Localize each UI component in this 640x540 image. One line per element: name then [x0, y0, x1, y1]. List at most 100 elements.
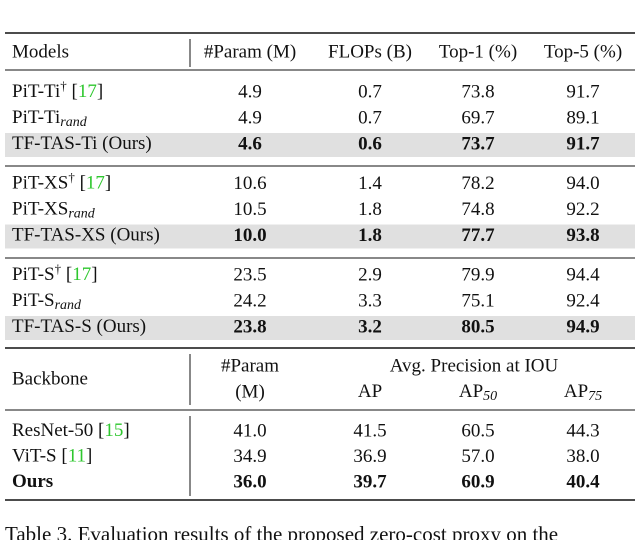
- text-segment: 17: [86, 173, 105, 194]
- cell: 73.7: [461, 133, 495, 154]
- cell: 1.4: [358, 173, 382, 194]
- cell: 0.7: [358, 81, 382, 102]
- cell: 92.4: [566, 290, 600, 311]
- model-name: ViT-S [11]: [12, 446, 92, 467]
- model-name: PiT-Tirand: [12, 107, 88, 130]
- cell: 74.8: [461, 199, 494, 220]
- caption: Table 3. Evaluation results of the propo…: [5, 522, 558, 540]
- text-segment: Ours: [12, 471, 53, 492]
- cell: 2.9: [358, 264, 382, 285]
- cell: 10.5: [233, 199, 266, 220]
- cell: 34.9: [233, 446, 266, 467]
- model-name: PiT-XS† [17]: [12, 170, 111, 194]
- cell: 93.8: [566, 225, 599, 246]
- row-shade: [5, 133, 635, 157]
- cell: 94.0: [566, 173, 599, 194]
- text-segment: TF-TAS-XS (Ours): [12, 225, 160, 246]
- cell: 94.4: [566, 264, 600, 285]
- cell: 0.6: [358, 133, 382, 154]
- text-segment: ]: [97, 81, 103, 102]
- text-segment: PiT-S: [12, 290, 55, 311]
- column-header: Top-5 (%): [544, 41, 622, 62]
- cell: 89.1: [566, 107, 599, 128]
- cell: 36.9: [353, 446, 386, 467]
- column-header: AP50: [459, 381, 497, 404]
- text-segment: [: [67, 81, 78, 102]
- cell: 91.7: [566, 81, 599, 102]
- column-header: FLOPs (B): [328, 41, 412, 62]
- model-name: TF-TAS-Ti (Ours): [12, 133, 152, 154]
- text-segment: AP: [564, 381, 588, 402]
- cell: 23.8: [233, 316, 266, 337]
- cell: 0.7: [358, 107, 382, 128]
- cell: 23.5: [233, 264, 266, 285]
- text-segment: †: [55, 261, 62, 276]
- column-header: #Param (M): [204, 41, 296, 62]
- column-header: (M): [235, 381, 265, 402]
- model-name: PiT-S† [17]: [12, 261, 98, 285]
- text-segment: 15: [104, 420, 123, 441]
- cell: 10.0: [233, 225, 266, 246]
- cell: 44.3: [566, 420, 599, 441]
- cell: 1.8: [358, 199, 382, 220]
- text-segment: 17: [78, 81, 97, 102]
- cell: 4.6: [238, 133, 262, 154]
- cell: 3.3: [358, 290, 382, 311]
- column-header: AP: [358, 381, 382, 402]
- text-segment: TF-TAS-S (Ours): [12, 316, 146, 337]
- column-header: Backbone: [12, 368, 88, 389]
- cell: 39.7: [353, 471, 387, 492]
- cell: 60.9: [461, 471, 494, 492]
- column-header: Models: [12, 41, 69, 62]
- text-segment: ]: [86, 446, 92, 467]
- text-segment: †: [68, 170, 75, 185]
- text-segment: 17: [72, 264, 91, 285]
- text-segment: PiT-Ti: [12, 107, 60, 128]
- text-segment: ]: [123, 420, 129, 441]
- row-shade: [5, 224, 635, 249]
- text-segment: rand: [55, 298, 82, 313]
- table-content: Models #Param (M) FLOPs (B) Top-1 (%) Top-5 …: [5, 41, 622, 540]
- cell: 3.2: [358, 316, 382, 337]
- text-segment: 75: [588, 389, 602, 404]
- text-segment: rand: [68, 207, 95, 222]
- cell: 73.8: [461, 81, 494, 102]
- text-segment: AP: [358, 381, 382, 402]
- text-segment: AP: [459, 381, 483, 402]
- text-segment: [: [61, 264, 72, 285]
- text-segment: †: [60, 78, 67, 93]
- cell: 78.2: [461, 173, 494, 194]
- cell: 41.5: [353, 420, 386, 441]
- cell: 24.2: [233, 290, 266, 311]
- cell: 40.4: [566, 471, 600, 492]
- cell: 10.6: [233, 173, 266, 194]
- text-segment: [: [75, 173, 86, 194]
- shading: [5, 133, 635, 340]
- text-segment: ]: [91, 264, 97, 285]
- column-header: #Param: [221, 355, 279, 376]
- cell: 79.9: [461, 264, 494, 285]
- text-segment: 11: [68, 446, 86, 467]
- cell: 77.7: [461, 225, 495, 246]
- text-segment: ]: [105, 173, 111, 194]
- cell: 36.0: [233, 471, 266, 492]
- cell: 41.0: [233, 420, 266, 441]
- text-segment: rand: [60, 115, 87, 130]
- model-name: ResNet-50 [15]: [12, 420, 130, 441]
- cell: 80.5: [461, 316, 494, 337]
- cell: 75.1: [461, 290, 494, 311]
- model-name: TF-TAS-S (Ours): [12, 316, 146, 337]
- model-name: Ours: [12, 471, 53, 492]
- text-segment: PiT-XS: [12, 199, 68, 220]
- cell: 60.5: [461, 420, 494, 441]
- text-segment: ResNet-50 [: [12, 420, 104, 441]
- model-name: PiT-Ti† [17]: [12, 78, 103, 102]
- text-segment: PiT-Ti: [12, 81, 60, 102]
- cell: 69.7: [461, 107, 494, 128]
- model-name: PiT-XSrand: [12, 199, 96, 222]
- text-segment: ViT-S [: [12, 446, 68, 467]
- cell: 1.8: [358, 225, 382, 246]
- cell: 94.9: [566, 316, 599, 337]
- text-segment: PiT-XS: [12, 173, 68, 194]
